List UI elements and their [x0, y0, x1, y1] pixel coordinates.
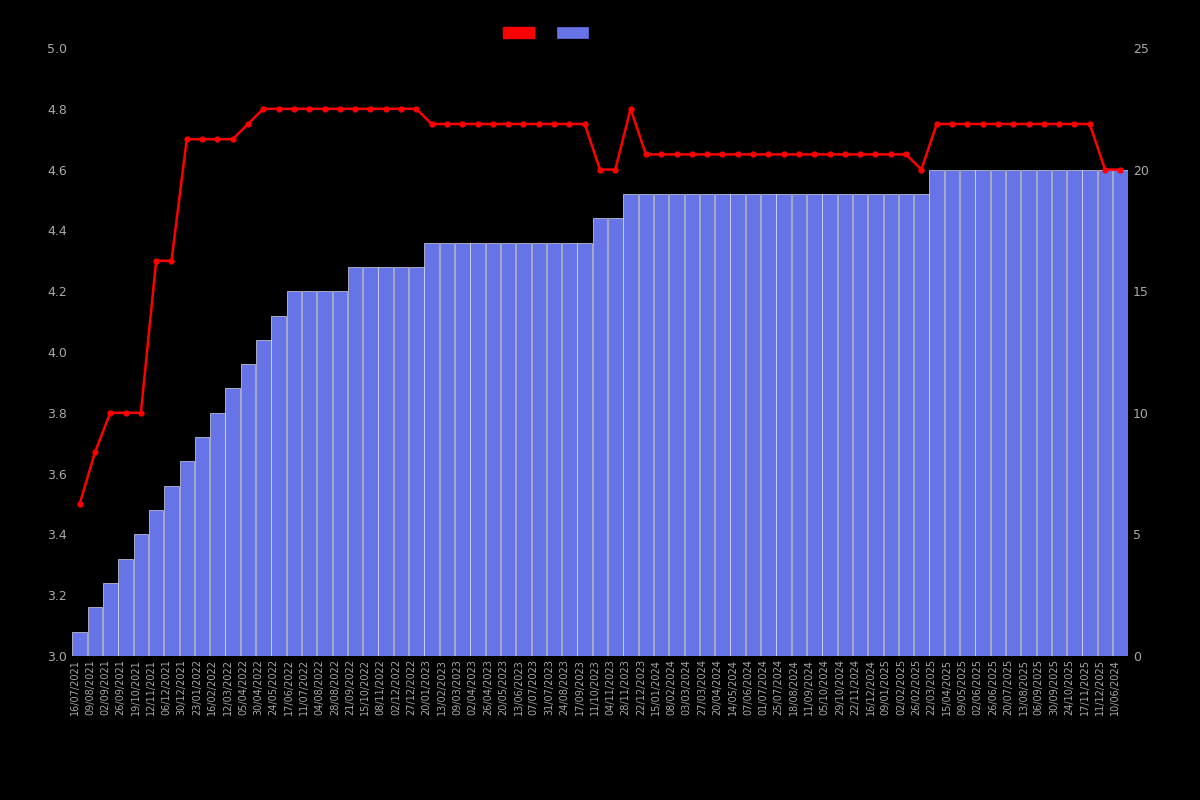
Bar [256, 340, 270, 656]
Bar [164, 486, 179, 656]
Bar [226, 389, 240, 656]
Bar [960, 170, 974, 656]
Bar [547, 242, 562, 656]
Bar [608, 218, 623, 656]
Bar [194, 437, 209, 656]
Bar [593, 218, 607, 656]
Bar [271, 315, 286, 656]
Bar [654, 194, 668, 656]
Bar [883, 194, 898, 656]
Bar [976, 170, 990, 656]
Bar [210, 413, 224, 656]
Bar [500, 242, 516, 656]
Bar [838, 194, 852, 656]
Bar [638, 194, 653, 656]
Bar [623, 194, 638, 656]
Bar [394, 267, 408, 656]
Bar [302, 291, 317, 656]
Bar [425, 242, 439, 656]
Bar [944, 170, 959, 656]
Bar [715, 194, 730, 656]
Bar [684, 194, 700, 656]
Bar [119, 558, 133, 656]
Bar [1098, 170, 1112, 656]
Bar [348, 267, 362, 656]
Legend: , : , [497, 21, 598, 46]
Bar [516, 242, 530, 656]
Bar [731, 194, 745, 656]
Bar [486, 242, 500, 656]
Bar [562, 242, 577, 656]
Bar [532, 242, 546, 656]
Bar [72, 632, 86, 656]
Bar [761, 194, 775, 656]
Bar [287, 291, 301, 656]
Bar [180, 462, 194, 656]
Bar [776, 194, 791, 656]
Bar [930, 170, 944, 656]
Bar [409, 267, 424, 656]
Bar [853, 194, 868, 656]
Bar [1067, 170, 1081, 656]
Bar [332, 291, 347, 656]
Bar [378, 267, 394, 656]
Bar [670, 194, 684, 656]
Bar [1006, 170, 1020, 656]
Bar [317, 291, 331, 656]
Bar [1082, 170, 1097, 656]
Bar [470, 242, 485, 656]
Bar [1021, 170, 1036, 656]
Bar [1037, 170, 1051, 656]
Bar [991, 170, 1006, 656]
Bar [1052, 170, 1067, 656]
Bar [899, 194, 913, 656]
Bar [869, 194, 883, 656]
Bar [103, 583, 118, 656]
Bar [577, 242, 592, 656]
Bar [88, 607, 102, 656]
Bar [914, 194, 929, 656]
Bar [455, 242, 469, 656]
Bar [792, 194, 806, 656]
Bar [439, 242, 455, 656]
Bar [745, 194, 761, 656]
Bar [806, 194, 822, 656]
Bar [133, 534, 148, 656]
Bar [241, 364, 256, 656]
Bar [149, 510, 163, 656]
Bar [700, 194, 714, 656]
Bar [364, 267, 378, 656]
Bar [1114, 170, 1128, 656]
Bar [822, 194, 836, 656]
